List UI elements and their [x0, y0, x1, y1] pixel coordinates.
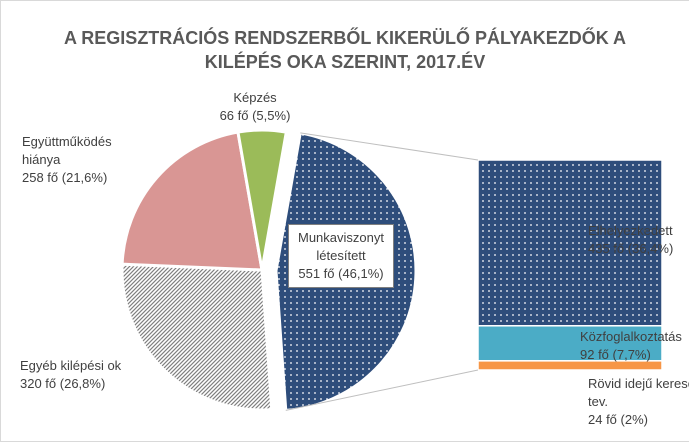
category-label: Együttműködés hiánya: [22, 134, 112, 167]
data-label: Képzés 66 fő (5,5%): [212, 89, 298, 125]
value-label: 320 fő (26,8%): [20, 376, 106, 391]
category-label: Képzés: [233, 90, 277, 105]
bar-segment: [477, 360, 663, 371]
value-label: 92 fő (7,7%): [580, 347, 651, 362]
data-label: Rövid idejű kereső tev. 24 fő (2%): [588, 375, 689, 429]
category-label: Munkaviszonyt létesített: [298, 230, 384, 263]
connector: [300, 132, 479, 161]
category-label: Egyéb kilépési ok: [20, 358, 122, 373]
data-label: Elhelyezkedett 435 fő (36,4%): [588, 222, 673, 258]
data-label: Együttműködés hiánya 258 fő (21,6%): [22, 133, 142, 187]
data-label: Közfoglalkoztatás 92 fő (7,7%): [580, 328, 682, 364]
data-label: Egyéb kilépési ok 320 fő (26,8%): [20, 357, 121, 393]
category-label: Közfoglalkoztatás: [580, 329, 682, 344]
value-label: 258 fő (21,6%): [22, 170, 108, 185]
data-label: Munkaviszonyt létesített 551 fő (46,1%): [288, 224, 394, 288]
pie-slice: [236, 128, 289, 271]
bar-segment: [477, 325, 663, 362]
value-label: 435 fő (36,4%): [588, 241, 674, 256]
category-label: Elhelyezkedett: [588, 223, 673, 238]
connector: [285, 369, 479, 411]
value-label: 24 fő (2%): [588, 412, 648, 427]
pie-slice: [120, 130, 264, 272]
value-label: 66 fő (5,5%): [219, 108, 291, 123]
bar-segment: [477, 159, 663, 327]
chart-title: A REGISZTRÁCIÓS RENDSZERBŐL KIKERÜLŐ PÁL…: [63, 28, 627, 72]
value-label: 551 fő (46,1%): [298, 266, 384, 281]
category-label: Rövid idejű kereső tev.: [588, 376, 689, 409]
pie-slice: [120, 262, 274, 412]
